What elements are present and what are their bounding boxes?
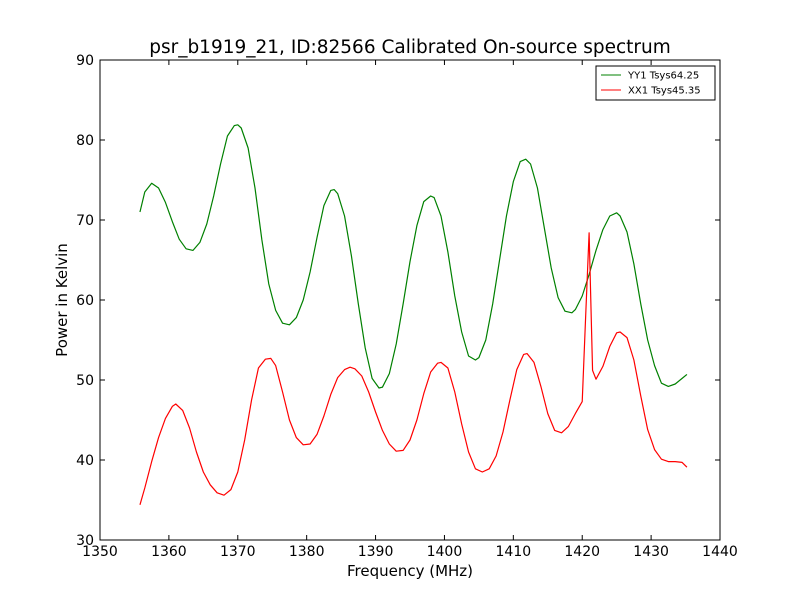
- series-line-0: [139, 124, 688, 389]
- x-tick-label: 1430: [633, 544, 669, 560]
- x-tick-label: 1380: [289, 544, 325, 560]
- x-tick-label: 1440: [702, 544, 738, 560]
- chart-title: psr_b1919_21, ID:82566 Calibrated On-sou…: [149, 37, 671, 58]
- axes-background: [100, 60, 720, 540]
- ticks-layer: 1350 1360 1370 1380 1390 1400 1410 1420 1430 1440…: [76, 53, 738, 560]
- series-layer: [139, 124, 688, 505]
- y-axis-label: Power in Kelvin: [53, 243, 71, 357]
- x-tick-label: 1400: [427, 544, 463, 560]
- legend-box: [595, 65, 716, 101]
- x-tick-label: 1390: [358, 544, 394, 560]
- series-line-1: [139, 232, 688, 505]
- y-tick-label: 40: [76, 453, 94, 469]
- y-tick-label: 30: [76, 533, 94, 549]
- y-tick-label: 90: [76, 53, 94, 69]
- y-tick-label: 60: [76, 293, 94, 309]
- x-tick-label: 1350: [82, 544, 118, 560]
- x-tick-label: 1410: [496, 544, 532, 560]
- y-tick-label: 80: [76, 133, 94, 149]
- y-tick-label: 70: [76, 213, 94, 229]
- legend-label-xx1: XX1 Tsys45.35: [628, 86, 701, 97]
- legend: YY1 Tsys64.25 XX1 Tsys45.35: [595, 65, 716, 101]
- y-tick-label: 50: [76, 373, 94, 389]
- x-tick-label: 1360: [151, 544, 187, 560]
- plot-area: 1350 1360 1370 1380 1390 1400 1410 1420 1430 1440…: [76, 53, 738, 560]
- x-tick-label: 1420: [564, 544, 600, 560]
- x-tick-label: 1370: [220, 544, 256, 560]
- legend-label-yy1: YY1 Tsys64.25: [627, 71, 699, 82]
- x-axis-label: Frequency (MHz): [347, 562, 473, 580]
